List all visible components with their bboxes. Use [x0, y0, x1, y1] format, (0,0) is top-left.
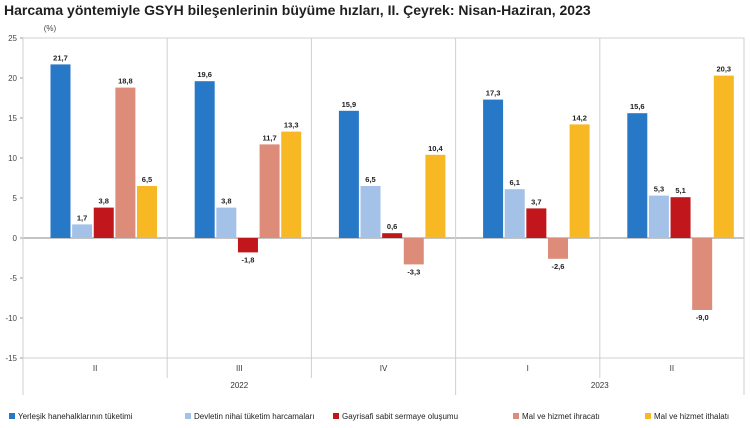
- bar: [648, 195, 669, 238]
- data-label: 5,1: [675, 186, 685, 195]
- bar: [50, 64, 71, 239]
- data-label: 10,4: [428, 144, 443, 153]
- bar: [547, 238, 568, 259]
- bar: [569, 124, 590, 238]
- bar: [137, 186, 158, 238]
- data-label: 20,3: [717, 65, 732, 74]
- bar: [504, 189, 525, 238]
- legend-label: Devletin nihai tüketim harcamaları: [194, 412, 315, 421]
- y-tick-label: 10: [8, 154, 17, 163]
- bar: [115, 87, 136, 238]
- bar: [403, 238, 424, 265]
- bar: [237, 238, 258, 253]
- data-label: 18,8: [118, 77, 133, 86]
- bar: [281, 131, 302, 238]
- bar: [425, 154, 446, 238]
- legend-swatch: [645, 413, 651, 419]
- legend-label: Gayrisafi sabit sermaye oluşumu: [342, 412, 458, 421]
- data-label: 19,6: [197, 70, 212, 79]
- data-label: 1,7: [77, 213, 87, 222]
- y-tick-label: 20: [8, 74, 17, 83]
- bar: [692, 238, 713, 310]
- legend-label: Mal ve hizmet ithalatı: [654, 412, 729, 421]
- legend-label: Yerleşik hanehalklarının tüketimi: [18, 412, 133, 421]
- category-label: II: [93, 364, 97, 373]
- data-label: -3,3: [407, 267, 420, 276]
- y-tick-label: 5: [13, 194, 18, 203]
- y-tick-label: 0: [13, 234, 18, 243]
- bar: [713, 75, 734, 238]
- data-label: -1,8: [241, 255, 254, 264]
- bar: [382, 233, 403, 238]
- year-label: 2022: [230, 381, 248, 390]
- category-label: I: [527, 364, 529, 373]
- y-tick-label: -5: [10, 274, 18, 283]
- legend-swatch: [9, 413, 15, 419]
- bar: [670, 197, 691, 238]
- bar: [72, 224, 93, 238]
- data-label: 5,3: [654, 185, 664, 194]
- bar: [194, 81, 215, 238]
- chart-title: Harcama yöntemiyle GSYH bileşenlerinin b…: [4, 2, 591, 18]
- legend-swatch: [185, 413, 191, 419]
- y-tick-label: -10: [5, 314, 17, 323]
- bar: [216, 207, 237, 238]
- data-label: 15,6: [630, 102, 645, 111]
- bar: [360, 186, 381, 238]
- legend-swatch: [513, 413, 519, 419]
- data-label: 13,3: [284, 121, 299, 130]
- data-label: 3,8: [221, 197, 231, 206]
- data-label: 3,7: [531, 197, 541, 206]
- data-label: 17,3: [486, 89, 501, 98]
- y-tick-label: 15: [8, 114, 17, 123]
- data-label: 6,5: [142, 175, 152, 184]
- data-label: 11,7: [262, 133, 276, 142]
- year-label: 2023: [591, 381, 609, 390]
- data-label: 15,9: [342, 100, 357, 109]
- data-label: 6,5: [365, 175, 375, 184]
- y-tick-label: -15: [5, 354, 17, 363]
- bar: [93, 207, 114, 238]
- y-tick-label: 25: [8, 34, 17, 43]
- data-label: -9,0: [696, 313, 709, 322]
- bar: [526, 208, 547, 238]
- category-label: IV: [380, 364, 388, 373]
- data-label: 21,7: [53, 53, 68, 62]
- bar: [627, 113, 648, 238]
- category-label: III: [236, 364, 243, 373]
- data-label: 6,1: [510, 178, 520, 187]
- data-label: 14,2: [572, 113, 587, 122]
- y-axis-unit: (%): [44, 24, 57, 33]
- category-label: II: [670, 364, 674, 373]
- legend-swatch: [333, 413, 339, 419]
- data-label: 3,8: [99, 197, 109, 206]
- bar: [259, 144, 280, 238]
- bar: [338, 110, 359, 238]
- data-label: 0,6: [387, 222, 397, 231]
- legend-label: Mal ve hizmet ihracatı: [522, 412, 600, 421]
- data-label: -2,6: [552, 262, 565, 271]
- bar: [483, 99, 504, 238]
